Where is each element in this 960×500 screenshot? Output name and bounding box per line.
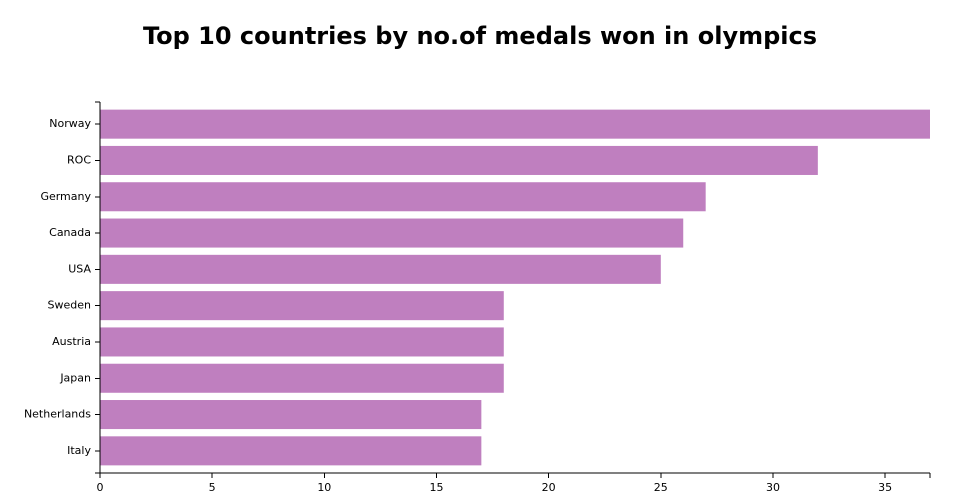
bar-austria [100,327,504,357]
y-tick-label: Netherlands [24,408,91,421]
y-tick-label: Sweden [48,299,91,312]
chart-title: Top 10 countries by no.of medals won in … [142,22,818,50]
y-tick-label: Germany [40,190,91,203]
bars-layer [100,109,930,466]
bar-sweden [100,291,504,321]
y-axis: Norway ROC Germany Canada USA Sweden Austria Ja… [24,101,101,474]
x-tick-label: 15 [429,481,443,494]
y-tick-label: Austria [52,335,91,348]
x-tick-label: 20 [542,481,556,494]
x-tick-label: 0 [97,481,104,494]
bar-italy [100,436,482,466]
x-tick-label: 30 [766,481,780,494]
bar-netherlands [100,400,482,430]
x-tick-label: 5 [209,481,216,494]
bar-usa [100,254,661,284]
bar-canada [100,218,684,248]
y-tick-label: ROC [67,153,91,166]
x-tick-label: 10 [317,481,331,494]
y-tick-label: Canada [49,226,91,239]
bar-germany [100,182,706,212]
y-tick-label: Japan [59,371,91,384]
x-tick-label: 35 [878,481,892,494]
x-axis: 0 5 10 15 20 25 30 35 [97,472,931,494]
bar-roc [100,145,818,175]
x-tick-label: 25 [654,481,668,494]
bar-japan [100,363,504,393]
y-tick-label: Italy [67,444,91,457]
y-tick-label: USA [68,262,91,275]
bar-norway [100,109,930,139]
y-tick-label: Norway [49,117,91,130]
